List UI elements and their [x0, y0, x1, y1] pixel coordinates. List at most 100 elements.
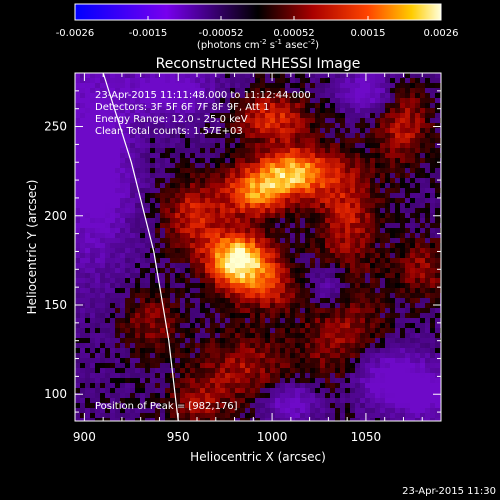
heatmap-cell	[145, 343, 151, 349]
heatmap-cell	[320, 313, 326, 319]
heatmap-cell	[120, 403, 126, 409]
heatmap-cell	[255, 258, 261, 264]
heatmap-cell	[100, 348, 106, 354]
heatmap-cell	[345, 158, 351, 164]
heatmap-cell	[245, 163, 251, 169]
heatmap-cell	[285, 98, 291, 104]
heatmap-cell	[255, 273, 261, 279]
heatmap-cell	[395, 353, 401, 359]
heatmap-cell	[150, 98, 156, 104]
heatmap-cell	[170, 93, 176, 99]
heatmap-cell	[375, 133, 381, 139]
heatmap-cell	[330, 398, 336, 404]
heatmap-cell	[215, 273, 221, 279]
heatmap-cell	[290, 128, 296, 134]
heatmap-cell	[75, 343, 81, 349]
heatmap-cell	[270, 363, 276, 369]
heatmap-cell	[155, 133, 161, 139]
heatmap-cell	[110, 338, 116, 344]
heatmap-cell	[195, 128, 201, 134]
heatmap-cell	[180, 348, 186, 354]
heatmap-cell	[300, 318, 306, 324]
heatmap-cell	[125, 168, 131, 174]
heatmap-cell	[130, 213, 136, 219]
heatmap-cell	[230, 83, 236, 89]
heatmap-cell	[130, 263, 136, 269]
heatmap-cell	[255, 113, 261, 119]
heatmap-cell	[140, 378, 146, 384]
colorbar-unit-label: (photons cm-2 s-1 asec-2)	[197, 38, 319, 51]
heatmap-cell	[215, 88, 221, 94]
heatmap-cell	[295, 318, 301, 324]
heatmap-cell	[255, 133, 261, 139]
heatmap-cell	[145, 238, 151, 244]
heatmap-cell	[225, 213, 231, 219]
heatmap-cell	[425, 278, 431, 284]
heatmap-cell	[220, 218, 226, 224]
heatmap-cell	[205, 348, 211, 354]
heatmap-cell	[345, 308, 351, 314]
heatmap-cell	[345, 223, 351, 229]
heatmap-cell	[230, 308, 236, 314]
heatmap-cell	[320, 208, 326, 214]
heatmap-cell	[85, 103, 91, 109]
heatmap-cell	[205, 163, 211, 169]
heatmap-cell	[400, 303, 406, 309]
heatmap-cell	[270, 368, 276, 374]
heatmap-cell	[130, 228, 136, 234]
heatmap-cell	[235, 393, 241, 399]
heatmap-cell	[195, 358, 201, 364]
heatmap-cell	[335, 163, 341, 169]
heatmap-cell	[380, 263, 386, 269]
heatmap-cell	[395, 383, 401, 389]
heatmap-cell	[125, 368, 131, 374]
heatmap-cell	[255, 123, 261, 129]
heatmap-cell	[385, 298, 391, 304]
heatmap-cell	[170, 208, 176, 214]
heatmap-cell	[435, 388, 441, 394]
heatmap-cell	[175, 293, 181, 299]
colorbar: -0.0026 -0.0015 -0.00052 0.00052 0.0015 0.002…	[56, 3, 459, 51]
heatmap-cell	[435, 123, 441, 129]
heatmap-cell	[330, 273, 336, 279]
heatmap-cell	[160, 408, 166, 414]
heatmap-cell	[205, 218, 211, 224]
heatmap-cell	[325, 288, 331, 294]
heatmap-cell	[235, 278, 241, 284]
heatmap-cell	[425, 103, 431, 109]
heatmap-cell	[285, 288, 291, 294]
heatmap-cell	[110, 143, 116, 149]
heatmap-cell	[430, 228, 436, 234]
heatmap-cell	[295, 98, 301, 104]
heatmap-cell	[170, 343, 176, 349]
heatmap-cell	[120, 353, 126, 359]
heatmap-cell	[300, 88, 306, 94]
heatmap-cell	[150, 268, 156, 274]
heatmap-cell	[100, 343, 106, 349]
heatmap-cell	[290, 273, 296, 279]
heatmap-cell	[430, 398, 436, 404]
heatmap-cell	[405, 83, 411, 89]
heatmap-cell	[105, 233, 111, 239]
heatmap-cell	[315, 303, 321, 309]
heatmap-cell	[380, 223, 386, 229]
heatmap-cell	[420, 83, 426, 89]
heatmap-cell	[350, 143, 356, 149]
heatmap-cell	[90, 143, 96, 149]
heatmap-cell	[135, 338, 141, 344]
heatmap-cell	[115, 408, 121, 414]
heatmap-cell	[135, 233, 141, 239]
heatmap-cell	[435, 383, 441, 389]
heatmap-cell	[185, 268, 191, 274]
heatmap-cell	[175, 233, 181, 239]
heatmap-cell	[200, 303, 206, 309]
heatmap-cell	[430, 83, 436, 89]
heatmap-cell	[120, 148, 126, 154]
heatmap-cell	[85, 318, 91, 324]
heatmap-cell	[285, 303, 291, 309]
heatmap-cell	[265, 378, 271, 384]
heatmap-cell	[330, 318, 336, 324]
heatmap-cell	[435, 163, 441, 169]
heatmap-cell	[110, 343, 116, 349]
heatmap-cell	[420, 253, 426, 259]
